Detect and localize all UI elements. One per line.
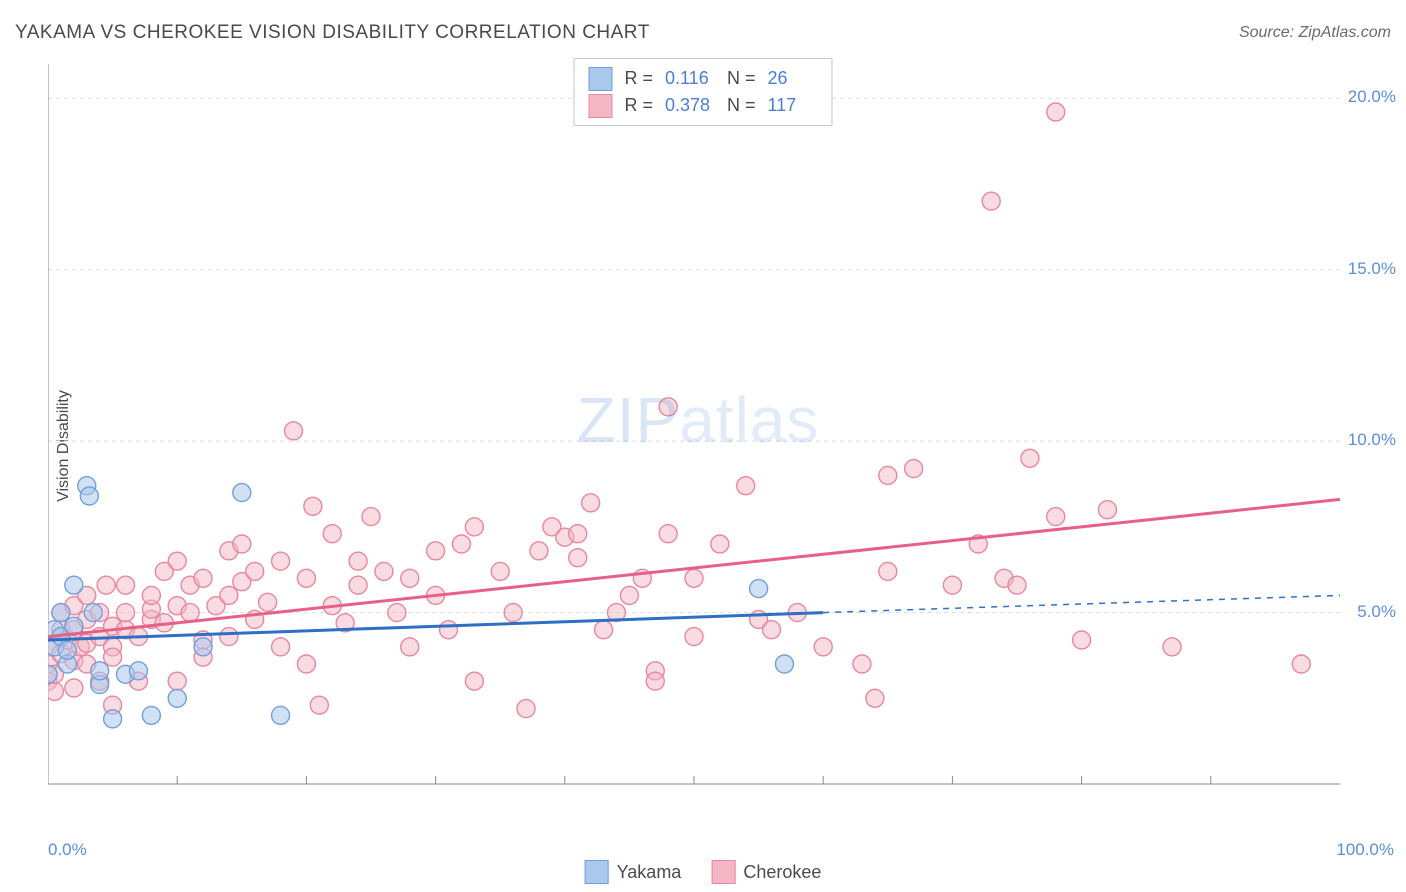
stat-n-value-yakama: 26 [768,65,818,92]
legend-item-cherokee: Cherokee [711,860,821,884]
chart-area: ZIPatlas [48,56,1348,814]
stat-n-value-cherokee: 117 [768,92,818,119]
stat-n-label: N = [727,65,756,92]
y-tick-label: 20.0% [1348,87,1396,107]
stats-box: R = 0.116 N = 26 R = 0.378 N = 117 [573,58,832,126]
legend-label-yakama: Yakama [617,862,682,883]
legend-item-yakama: Yakama [585,860,682,884]
legend-label-cherokee: Cherokee [743,862,821,883]
cherokee-swatch-icon [711,860,735,884]
y-tick-label: 5.0% [1357,602,1396,622]
stat-r-value-yakama: 0.116 [665,65,715,92]
yakama-swatch [588,67,612,91]
scatter-plot [48,56,1348,814]
stat-r-label: R = [624,92,653,119]
chart-title: YAKAMA VS CHEROKEE VISION DISABILITY COR… [15,22,650,44]
source-label: Source: ZipAtlas.com [1239,24,1391,42]
stat-n-label: N = [727,92,756,119]
yakama-swatch-icon [585,860,609,884]
y-tick-label: 10.0% [1348,430,1396,450]
x-tick-label: 100.0% [1336,840,1394,860]
stat-r-value-cherokee: 0.378 [665,92,715,119]
legend: Yakama Cherokee [585,860,822,884]
x-tick-label: 0.0% [48,840,87,860]
stats-row-cherokee: R = 0.378 N = 117 [588,92,817,119]
cherokee-swatch [588,94,612,118]
stats-row-yakama: R = 0.116 N = 26 [588,65,817,92]
stat-r-label: R = [624,65,653,92]
y-tick-label: 15.0% [1348,259,1396,279]
